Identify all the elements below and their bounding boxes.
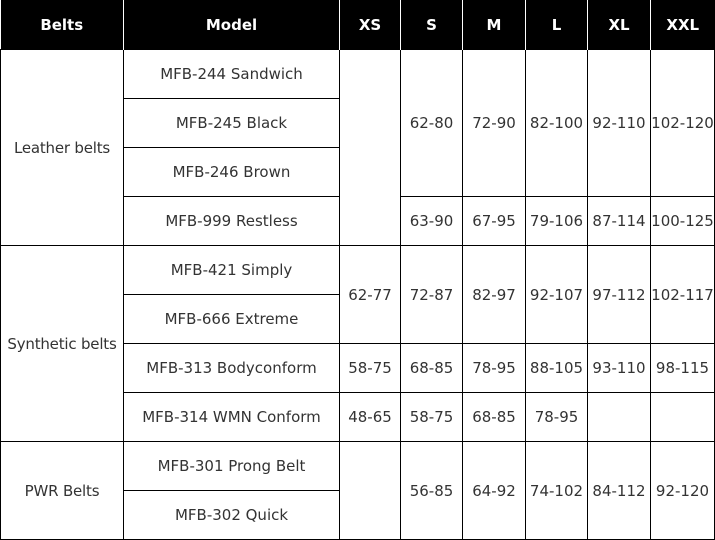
table-row: MFB-666 Extreme xyxy=(1,294,715,344)
size-xs-cell: 48-65 xyxy=(339,392,401,442)
model-cell: MFB-421 Simply xyxy=(123,245,340,295)
header-l: L xyxy=(525,0,588,50)
size-xs-cell xyxy=(339,441,401,540)
header-xl: XL xyxy=(587,0,651,50)
table-row: MFB-246 Brown xyxy=(1,147,715,197)
model-cell: MFB-314 WMN Conform xyxy=(123,392,340,442)
model-cell: MFB-245 Black xyxy=(123,98,340,148)
size-xl-cell: 87-114 xyxy=(587,196,651,246)
model-cell: MFB-999 Restless xyxy=(123,196,340,246)
model-cell: MFB-666 Extreme xyxy=(123,294,340,344)
size-s-cell: 56-85 xyxy=(400,441,463,540)
model-cell: MFB-301 Prong Belt xyxy=(123,441,340,491)
size-xxl-cell xyxy=(650,392,715,442)
header-model: Model xyxy=(123,0,340,50)
size-s-cell: 58-75 xyxy=(400,392,463,442)
model-cell: MFB-246 Brown xyxy=(123,147,340,197)
size-xxl-cell: 100-125 xyxy=(650,196,715,246)
size-xl-cell xyxy=(587,392,651,442)
size-s-cell: 63-90 xyxy=(400,196,463,246)
size-xl-cell: 84-112 xyxy=(587,441,651,540)
model-cell: MFB-302 Quick xyxy=(123,490,340,540)
size-s-cell: 68-85 xyxy=(400,343,463,393)
size-l-cell: 78-95 xyxy=(525,392,588,442)
group-leather-belts: Leather belts xyxy=(0,49,124,246)
table-row: PWR Belts MFB-301 Prong Belt 56-85 64-92… xyxy=(0,441,715,540)
table-row: Leather belts MFB-244 Sandwich 62-80 72-… xyxy=(0,49,715,246)
size-m-cell: 67-95 xyxy=(462,196,526,246)
size-s-cell: 62-80 xyxy=(400,49,463,197)
table-header-row: Belts Model XS S M L XL XXL xyxy=(0,0,715,50)
size-xs-cell xyxy=(339,49,401,246)
size-xl-cell: 92-110 xyxy=(587,49,651,197)
size-m-cell: 64-92 xyxy=(462,441,526,540)
size-m-cell: 82-97 xyxy=(462,245,526,344)
size-m-cell: 72-90 xyxy=(462,49,526,197)
header-m: M xyxy=(462,0,526,50)
table-row: MFB-245 Black xyxy=(1,98,715,148)
table-row: MFB-302 Quick xyxy=(1,490,715,540)
header-xxl: XXL xyxy=(650,0,715,50)
size-l-cell: 82-100 xyxy=(525,49,588,197)
header-xs: XS xyxy=(339,0,401,50)
table-row: MFB-999 Restless 63-90 67-95 79-106 87-1… xyxy=(1,196,715,246)
group-pwr-belts: PWR Belts xyxy=(0,441,124,540)
header-belts: Belts xyxy=(0,0,124,50)
size-xl-cell: 97-112 xyxy=(587,245,651,344)
group-synthetic-belts: Synthetic belts xyxy=(0,245,124,442)
size-xl-cell: 93-110 xyxy=(587,343,651,393)
size-s-cell: 72-87 xyxy=(400,245,463,344)
table-row: MFB-313 Bodyconform 58-75 68-85 78-95 88… xyxy=(1,343,715,393)
size-xxl-cell: 102-117 xyxy=(650,245,715,344)
size-l-cell: 74-102 xyxy=(525,441,588,540)
model-cell: MFB-244 Sandwich xyxy=(123,49,340,99)
size-m-cell: 68-85 xyxy=(462,392,526,442)
header-s: S xyxy=(400,0,463,50)
size-l-cell: 92-107 xyxy=(525,245,588,344)
size-xxl-cell: 92-120 xyxy=(650,441,715,540)
model-cell: MFB-313 Bodyconform xyxy=(123,343,340,393)
size-m-cell: 78-95 xyxy=(462,343,526,393)
size-xs-cell: 58-75 xyxy=(339,343,401,393)
size-xs-cell: 62-77 xyxy=(339,245,401,344)
table-row: MFB-314 WMN Conform 48-65 58-75 68-85 78… xyxy=(1,392,715,442)
size-xxl-cell: 98-115 xyxy=(650,343,715,393)
size-xxl-cell: 102-120 xyxy=(650,49,715,197)
table-row: Synthetic belts MFB-421 Simply 62-77 72-… xyxy=(0,245,715,442)
size-l-cell: 88-105 xyxy=(525,343,588,393)
size-l-cell: 79-106 xyxy=(525,196,588,246)
